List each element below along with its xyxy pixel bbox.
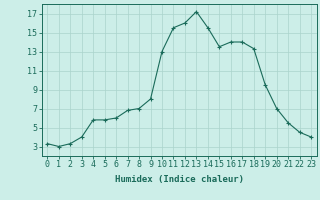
X-axis label: Humidex (Indice chaleur): Humidex (Indice chaleur) — [115, 175, 244, 184]
